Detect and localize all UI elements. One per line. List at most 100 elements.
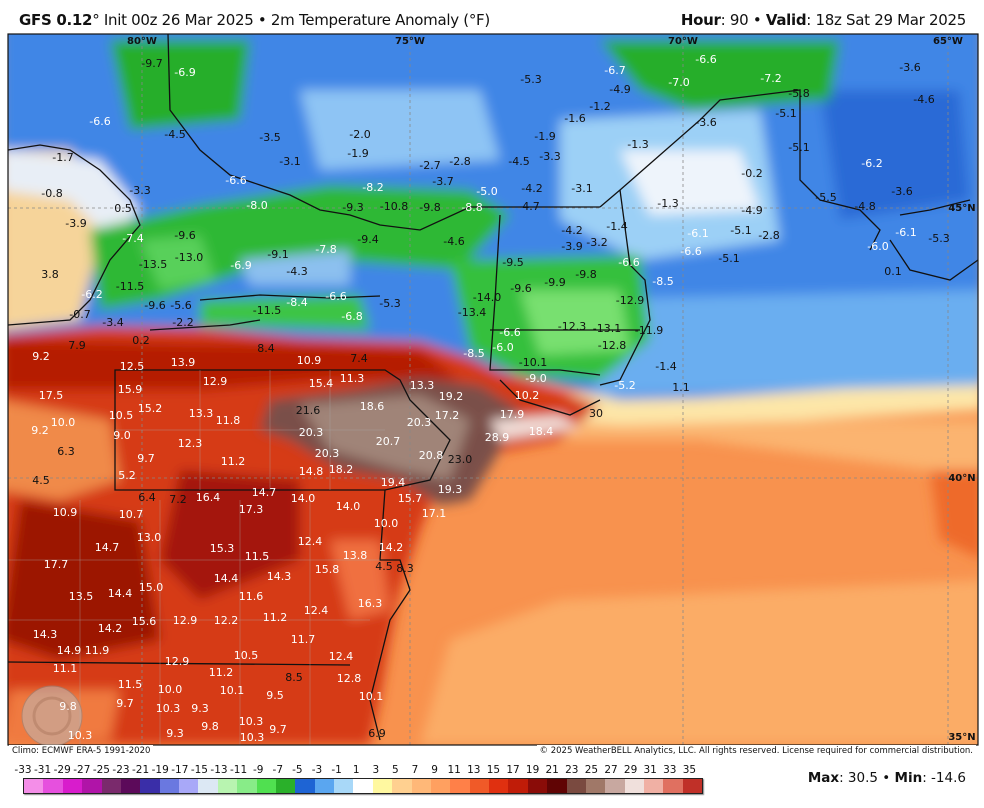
anomaly-value-label: 8.5 [285, 671, 303, 684]
anomaly-value-label: -11.5 [116, 280, 144, 293]
copyright-notice: © 2025 WeatherBELL Analytics, LLC. All r… [536, 745, 976, 757]
anomaly-value-label: 9.7 [269, 723, 287, 736]
hour-label: Hour [680, 11, 721, 29]
anomaly-value-label: -5.3 [928, 232, 949, 245]
anomaly-value-label: -1.3 [627, 138, 648, 151]
colorbar-tick-label: -31 [34, 764, 52, 776]
colorbar-tick-label: -29 [53, 764, 71, 776]
colorbar-swatch [508, 779, 528, 793]
coordinate-label: 70°W [668, 36, 698, 47]
valid-value: : 18z Sat 29 Mar 2025 [806, 11, 966, 29]
colorbar-swatch [624, 779, 644, 793]
anomaly-value-label: 14.4 [214, 572, 239, 585]
anomaly-value-label: 9.8 [201, 720, 219, 733]
anomaly-value-label: 19.4 [381, 476, 406, 489]
colorbar-swatch [682, 779, 703, 793]
anomaly-value-label: -3.9 [561, 240, 582, 253]
anomaly-value-label: -6.1 [895, 226, 916, 239]
anomaly-value-label: 8.3 [396, 562, 414, 575]
colorbar-tick-label: 1 [352, 764, 360, 776]
colorbar-swatch [159, 779, 179, 793]
anomaly-value-label: -1.2 [589, 100, 610, 113]
anomaly-value-label: -11.9 [635, 324, 663, 337]
anomaly-value-label: -4.9 [741, 204, 762, 217]
anomaly-value-label: -6.2 [81, 288, 102, 301]
anomaly-value-label: 20.7 [376, 435, 401, 448]
anomaly-value-label: -4.3 [286, 265, 307, 278]
coordinate-label: 45°N [948, 203, 975, 214]
anomaly-value-label: 19.3 [438, 483, 463, 496]
anomaly-value-label: -1.7 [52, 151, 73, 164]
anomaly-value-label: 20.3 [299, 426, 324, 439]
colorbar-swatch [372, 779, 393, 793]
anomaly-value-label: 16.4 [196, 491, 221, 504]
climatology-note: Climo: ECMWF ERA-5 1991-2020 [9, 745, 154, 757]
anomaly-value-label: -9.6 [510, 282, 531, 295]
anomaly-value-label: -2.0 [349, 128, 370, 141]
anomaly-value-label: -5.2 [614, 379, 635, 392]
anomaly-value-label: -0.8 [41, 187, 62, 200]
colorbar-tick-label: 9 [431, 764, 438, 776]
colorbar-tick-label: -19 [151, 764, 169, 776]
anomaly-value-label: -10.8 [380, 200, 408, 213]
min-label: Min [894, 770, 923, 786]
anomaly-value-label: -9.9 [544, 276, 565, 289]
anomaly-value-label: -5.8 [788, 87, 809, 100]
anomaly-value-label: -2.7 [419, 159, 440, 172]
anomaly-value-label: 0.2 [132, 334, 150, 347]
colorbar-swatch [430, 779, 451, 793]
anomaly-value-label: 10.0 [158, 683, 183, 696]
anomaly-value-label: -5.0 [476, 185, 497, 198]
anomaly-value-label: 8.4 [257, 342, 275, 355]
anomaly-value-label: 14.4 [108, 587, 133, 600]
anomaly-value-label: 15.4 [309, 377, 334, 390]
anomaly-value-label: 7.4 [350, 352, 368, 365]
county-borders [8, 370, 385, 745]
anomaly-value-label: 10.0 [51, 416, 76, 429]
colorbar-tick-label: 5 [392, 764, 399, 776]
anomaly-value-label: -6.7 [604, 64, 625, 77]
anomaly-value-label: -7.4 [122, 232, 143, 245]
colorbar-swatch [256, 779, 276, 793]
colorbar-swatch [179, 779, 199, 793]
colorbar-swatch [43, 779, 63, 793]
anomaly-value-label: -14.0 [473, 291, 501, 304]
title-text: Init 00z 26 Mar 2025 • 2m Temperature An… [99, 11, 490, 29]
anomaly-value-label: -8.4 [286, 296, 307, 309]
colorbar-tick-label: 29 [623, 764, 638, 776]
anomaly-value-label: 11.2 [209, 666, 234, 679]
anomaly-value-label: -6.6 [225, 174, 246, 187]
anomaly-value-label: -8.0 [246, 199, 267, 212]
anomaly-value-label: 15.6 [132, 615, 157, 628]
anomaly-value-label: -4.5 [508, 155, 529, 168]
anomaly-value-label: -4.7 [518, 200, 539, 213]
anomaly-value-label: 14.0 [291, 492, 316, 505]
anomaly-value-label: 10.0 [374, 517, 399, 530]
anomaly-value-label: 14.3 [267, 570, 292, 583]
anomaly-value-label: 13.3 [410, 379, 435, 392]
colorbar-tick-label: -1 [331, 764, 342, 776]
graticule [8, 34, 978, 745]
anomaly-value-label: -3.6 [891, 185, 912, 198]
anomaly-value-label: 7.2 [169, 493, 187, 506]
anomaly-value-label: -3.6 [899, 61, 920, 74]
colorbar-swatch [140, 779, 160, 793]
anomaly-value-label: 28.9 [485, 431, 510, 444]
colorbar-swatch [82, 779, 102, 793]
coordinate-label: 35°N [948, 732, 975, 743]
anomaly-value-label: -6.6 [325, 290, 346, 303]
anomaly-value-label: 18.6 [360, 400, 385, 413]
anomaly-value-label: 17.9 [500, 408, 525, 421]
anomaly-value-label: -6.9 [174, 66, 195, 79]
model-name: GFS 0.12 [19, 11, 93, 29]
colorbar-swatch [275, 779, 296, 793]
anomaly-value-label: 10.1 [359, 690, 384, 703]
anomaly-value-label: -0.2 [741, 167, 762, 180]
anomaly-value-label: -2.8 [449, 155, 470, 168]
anomaly-value-label: -7.8 [315, 243, 336, 256]
colorbar-tick-label: 3 [372, 764, 380, 776]
anomaly-value-label: 15.7 [398, 492, 423, 505]
anomaly-value-label: 9.5 [266, 689, 284, 702]
colorbar-swatch [644, 779, 664, 793]
colorbar-swatch [489, 779, 509, 793]
